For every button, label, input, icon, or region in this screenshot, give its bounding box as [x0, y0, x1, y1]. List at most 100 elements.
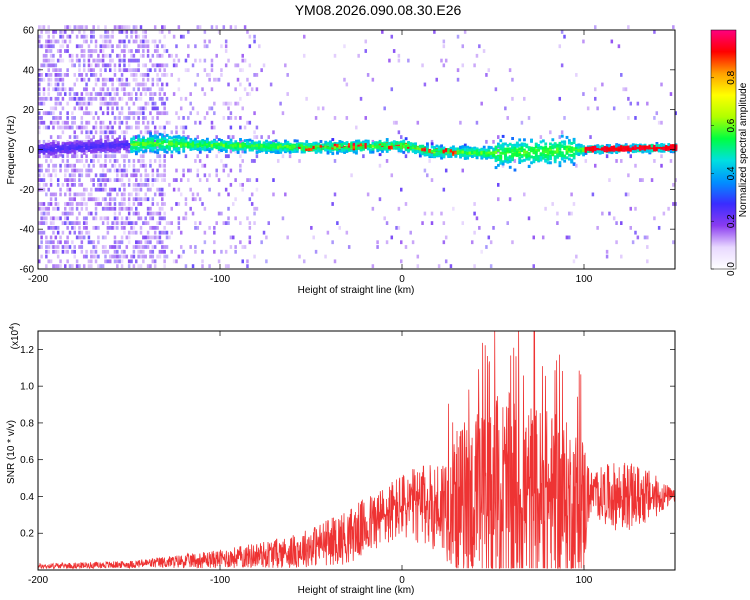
spectrogram-cell	[92, 154, 95, 159]
spectrogram-cell	[310, 147, 313, 151]
spectrogram-cell	[352, 142, 356, 146]
spectrogram-cell	[64, 202, 67, 206]
spectrogram-cell	[459, 151, 462, 155]
spectrogram-cell	[201, 141, 205, 145]
spectrogram-cell	[634, 163, 637, 168]
spectrogram-cell	[56, 116, 60, 120]
spectrogram-cell	[494, 145, 498, 149]
spectrogram-cell	[314, 249, 318, 254]
spectrogram-cell	[101, 63, 105, 68]
spectrogram-cell	[40, 235, 43, 240]
spectrogram-cell	[94, 39, 98, 44]
spectrogram-cell	[151, 146, 155, 150]
spectrogram-cell	[137, 34, 140, 39]
spectrogram-cell	[52, 206, 55, 211]
spectrogram-cell	[49, 77, 53, 82]
spectrogram-cell	[146, 182, 150, 187]
spectrogram-cell	[300, 142, 304, 146]
spectrogram-cell	[158, 125, 162, 130]
spectrogram-cell	[175, 130, 178, 135]
spectrogram-cell	[153, 235, 157, 240]
spectrogram-cell	[284, 146, 287, 150]
spectrogram-cell	[461, 153, 465, 157]
spectrogram-cell	[456, 147, 460, 151]
spectrogram-cell	[153, 130, 157, 135]
spectrogram-cell	[440, 58, 443, 63]
spectrogram-cell	[172, 187, 176, 192]
spectrogram-cell	[286, 149, 290, 153]
spectrogram-cell	[146, 44, 150, 49]
spectrogram-cell	[144, 173, 147, 178]
spectrogram-cell	[45, 96, 48, 101]
spectrogram-cell	[101, 163, 105, 168]
spectrogram-cell	[281, 111, 285, 116]
spectrogram-cell	[151, 135, 155, 139]
spectrogram-cell	[355, 148, 358, 152]
spectrogram-cell	[52, 141, 55, 145]
spectrogram-cell	[111, 187, 114, 192]
spectrogram-cell	[499, 151, 503, 155]
spectrogram-cell	[135, 30, 138, 34]
spectrogram-cell	[68, 163, 72, 168]
spectrogram-cell	[357, 53, 360, 58]
spectrogram-y-tick-label: 40	[23, 65, 35, 76]
spectrogram-cell	[643, 143, 647, 147]
spectrogram-cell	[123, 154, 126, 159]
spectrogram-cell	[302, 145, 306, 149]
spectrogram-cell	[189, 111, 192, 116]
spectrogram-cell	[116, 116, 119, 120]
spectrogram-cell	[137, 159, 140, 163]
spectrogram-cell	[135, 197, 138, 202]
spectrogram-cell	[118, 240, 121, 245]
spectrogram-cell	[437, 154, 441, 158]
spectrogram-cell	[127, 192, 131, 197]
spectrogram-cell	[52, 144, 55, 148]
spectrogram-cell	[97, 92, 100, 96]
spectrogram-cell	[437, 147, 441, 151]
spectrogram-cell	[537, 155, 541, 159]
spectrogram-cell	[506, 156, 510, 160]
spectrogram-cell	[127, 182, 131, 187]
spectrogram-cell	[175, 178, 178, 182]
spectrogram-cell	[319, 139, 323, 143]
spectrogram-cell	[362, 145, 365, 149]
spectrogram-cell	[567, 153, 571, 157]
spectrogram-cell	[42, 92, 46, 96]
spectrogram-cell	[470, 155, 474, 159]
spectrogram-cell	[250, 87, 254, 92]
spectrogram-cell	[541, 146, 545, 150]
spectrogram-cell	[101, 216, 105, 221]
spectrogram-cell	[61, 245, 65, 249]
spectrogram-cell	[184, 96, 188, 101]
spectrogram-cell	[82, 49, 86, 53]
spectrogram-cell	[64, 264, 67, 269]
spectrogram-cell	[615, 159, 618, 163]
spectrogram-cell	[248, 225, 252, 230]
spectrogram-cell	[352, 145, 356, 149]
spectrogram-cell	[558, 135, 562, 139]
spectrogram-cell	[90, 111, 93, 116]
spectrogram-cell	[68, 92, 72, 96]
spectrogram-cell	[97, 178, 100, 182]
spectrogram-cell	[125, 173, 129, 178]
spectrogram-cell	[71, 125, 74, 130]
spectrogram-cell	[123, 254, 126, 259]
spectrogram-cell	[146, 264, 150, 269]
spectrogram-cell	[165, 49, 169, 53]
spectrogram-cell	[262, 230, 266, 235]
spectrogram-cell	[468, 148, 472, 152]
spectrogram-cell	[142, 221, 145, 225]
spectrogram-cell	[596, 144, 600, 148]
spectrogram-cell	[94, 73, 98, 77]
spectrogram-cell	[163, 140, 167, 144]
spectrogram-cell	[182, 173, 185, 178]
spectrogram-cell	[73, 230, 76, 235]
spectrogram-cell	[38, 77, 41, 82]
spectrogram-cell	[151, 120, 155, 125]
spectrogram-cell	[92, 197, 95, 202]
spectrogram-cell	[156, 137, 160, 141]
spectrogram-cell	[310, 143, 313, 147]
spectrogram-cell	[213, 225, 216, 230]
spectrogram-cell	[189, 168, 192, 173]
spectrogram-cell	[104, 139, 108, 143]
